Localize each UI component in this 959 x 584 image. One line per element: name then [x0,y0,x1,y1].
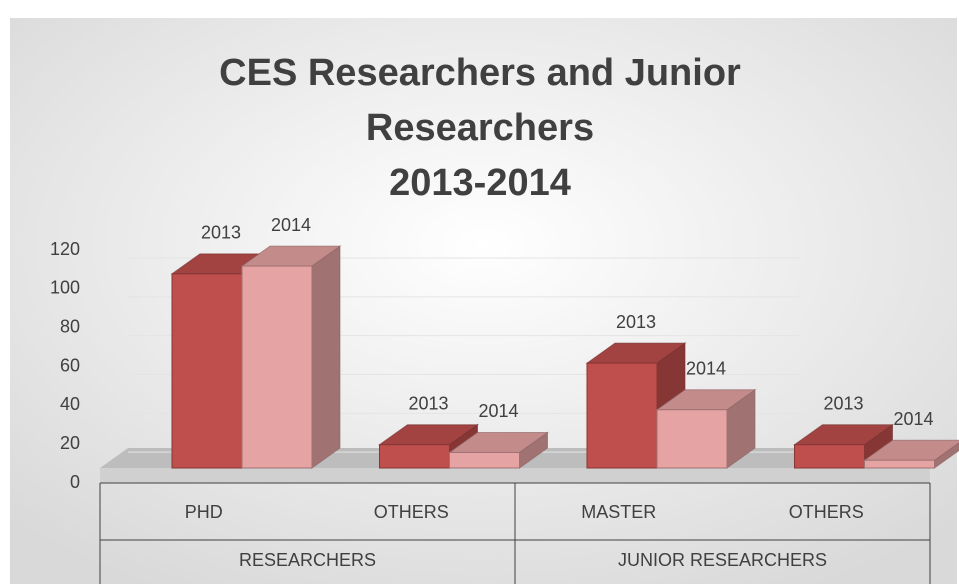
y-tick-label: 20 [60,433,80,453]
y-tick-label: 0 [70,472,80,492]
data-label: 2013 [408,393,448,413]
bar [171,273,243,469]
x-tick-label: OTHERS [374,502,449,522]
bar [864,459,935,469]
data-label: 2013 [823,393,863,413]
bar [241,265,313,469]
chart-title: CES Researchers and Junior [219,52,741,94]
x-tick-label: PHD [185,502,223,522]
data-label: 2014 [686,359,726,379]
y-tick-label: 60 [60,355,80,375]
data-label: 2013 [201,223,241,243]
x-tick-label: MASTER [581,502,656,522]
bar [449,451,520,469]
bar-side [311,245,341,469]
data-label: 2014 [893,409,933,429]
data-label: 2014 [478,401,518,421]
plot-background [10,18,957,584]
chart-title: 2013-2014 [389,162,571,204]
bar [379,444,450,469]
bar [656,409,728,469]
bar [586,362,658,469]
y-tick-label: 40 [60,394,80,414]
y-tick-label: 100 [50,278,80,298]
group-label: JUNIOR RESEARCHERS [618,550,827,570]
group-label: RESEARCHERS [239,550,376,570]
bar [794,444,865,469]
x-tick-label: OTHERS [789,502,864,522]
data-label: 2013 [616,312,656,332]
y-tick-label: 80 [60,316,80,336]
data-label: 2014 [271,215,311,235]
y-tick-label: 120 [50,239,80,259]
chart-title: Researchers [366,107,594,149]
floor-front [100,468,930,483]
